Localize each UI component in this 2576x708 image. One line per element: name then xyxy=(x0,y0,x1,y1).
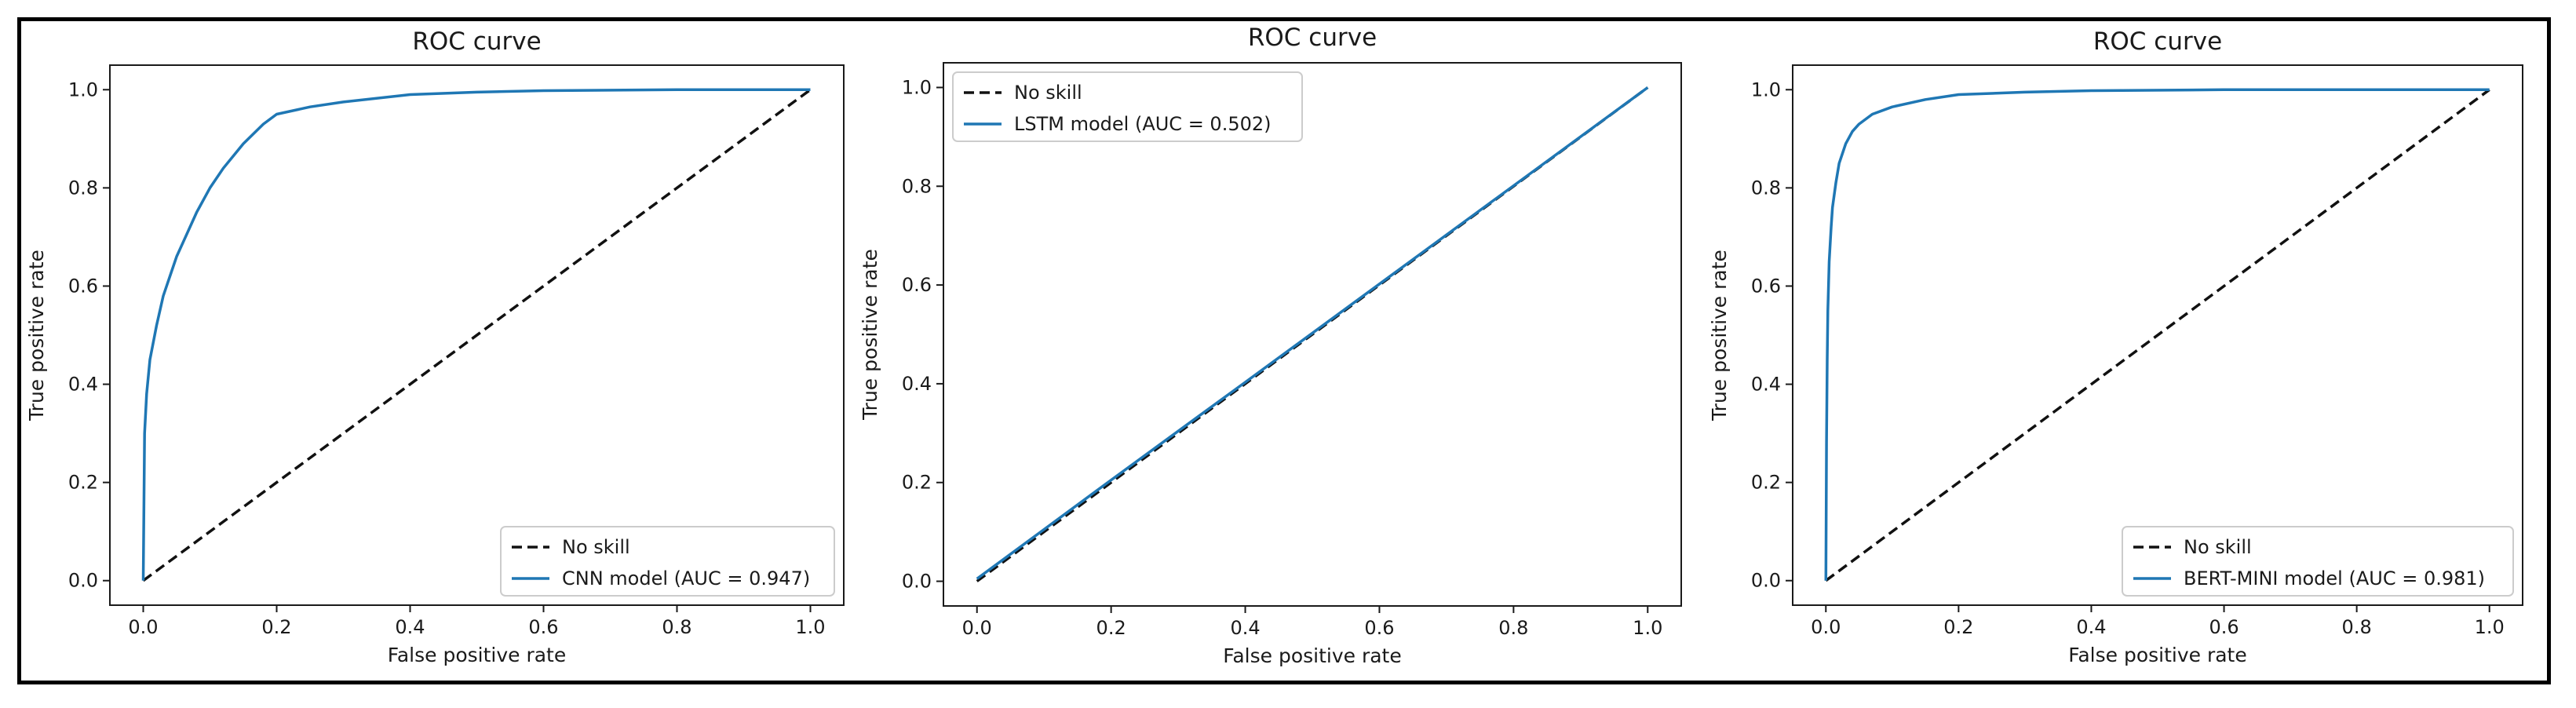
x-axis-label: False positive rate xyxy=(1223,644,1402,667)
axes-frame xyxy=(943,62,1682,607)
legend-label: No skill xyxy=(1014,82,1082,104)
x-tick-label: 0.2 xyxy=(261,616,291,638)
axes-frame xyxy=(1792,64,2523,606)
x-tick-label: 0.2 xyxy=(1943,616,1973,638)
x-tick-label: 0.4 xyxy=(395,616,425,638)
legend-label: BERT-MINI model (AUC = 0.981) xyxy=(2184,567,2485,589)
x-tick-label: 1.0 xyxy=(1633,617,1662,639)
no-skill-line xyxy=(142,88,812,582)
chart-title: ROC curve xyxy=(412,27,541,56)
roc-panel-lstm: ROC curve 0.0 0.2 0.4 0.6 0.8 1.0 0.0 0.2 0.4 0.6 0… xyxy=(859,24,1682,667)
model-roc-curve xyxy=(1824,88,2490,581)
legend-label: CNN model (AUC = 0.947) xyxy=(562,567,810,589)
x-tick-label: 1.0 xyxy=(795,616,825,638)
x-tick-label: 0.6 xyxy=(2209,616,2238,638)
x-tick-label: 0.4 xyxy=(1230,617,1260,639)
axes-frame xyxy=(109,64,845,606)
legend-label: No skill xyxy=(562,536,630,558)
y-tick-label: 0.6 xyxy=(1751,275,1781,297)
x-tick-label: 0.6 xyxy=(1364,617,1394,639)
x-tick-label: 0.0 xyxy=(962,617,992,639)
y-tick-label: 0.8 xyxy=(68,177,98,199)
y-tick-label: 0.0 xyxy=(902,571,932,593)
x-tick-label: 0.0 xyxy=(1811,616,1841,638)
y-tick-label: 1.0 xyxy=(902,76,932,98)
legend-box xyxy=(952,71,1303,142)
y-tick-label: 1.0 xyxy=(68,78,98,100)
x-tick-label: 0.8 xyxy=(1498,617,1528,639)
y-axis-label: True positive rate xyxy=(859,249,881,421)
x-tick-label: 0.4 xyxy=(2076,616,2106,638)
y-tick-label: 0.8 xyxy=(902,175,932,197)
y-axis-label: True positive rate xyxy=(1708,250,1731,422)
legend-label: No skill xyxy=(2184,536,2252,558)
chart-title: ROC curve xyxy=(1248,24,1377,52)
y-axis-label: True positive rate xyxy=(25,250,48,422)
x-tick-label: 0.2 xyxy=(1096,617,1126,639)
y-tick-label: 0.0 xyxy=(1751,570,1781,592)
x-axis-label: False positive rate xyxy=(388,644,567,666)
model-roc-curve xyxy=(141,88,811,581)
legend-box xyxy=(2122,526,2514,597)
y-tick-label: 0.6 xyxy=(902,274,932,296)
x-axis-label: False positive rate xyxy=(2068,644,2247,666)
roc-panel-bert-mini: ROC curve 0.0 0.2 0.4 0.6 0.8 1.0 0.0 0.2 0.4 0.6 0… xyxy=(1708,27,2523,666)
y-tick-label: 0.0 xyxy=(68,570,98,592)
y-tick-label: 0.8 xyxy=(1751,177,1781,199)
x-tick-label: 0.8 xyxy=(662,616,691,638)
model-roc-curve xyxy=(976,86,1649,580)
x-tick-label: 0.6 xyxy=(528,616,558,638)
y-tick-label: 0.2 xyxy=(68,472,98,494)
legend-label: LSTM model (AUC = 0.502) xyxy=(1014,113,1272,135)
x-tick-label: 0.8 xyxy=(2342,616,2372,638)
y-tick-label: 0.4 xyxy=(1751,374,1781,396)
roc-panel-cnn: ROC curve 0.0 0.2 0.4 0.6 0.8 1.0 0.0 0.2 0.4 0.6 0… xyxy=(25,27,845,666)
y-tick-label: 1.0 xyxy=(1751,78,1781,100)
no-skill-line xyxy=(1825,88,2490,582)
y-tick-label: 0.2 xyxy=(1751,472,1781,494)
x-tick-label: 1.0 xyxy=(2475,616,2505,638)
y-tick-label: 0.4 xyxy=(68,374,98,396)
chart-title: ROC curve xyxy=(2093,27,2222,56)
y-tick-label: 0.2 xyxy=(902,472,932,494)
x-tick-label: 0.0 xyxy=(128,616,158,638)
y-tick-label: 0.4 xyxy=(902,373,932,395)
y-tick-label: 0.6 xyxy=(68,275,98,297)
legend-box xyxy=(500,526,835,597)
